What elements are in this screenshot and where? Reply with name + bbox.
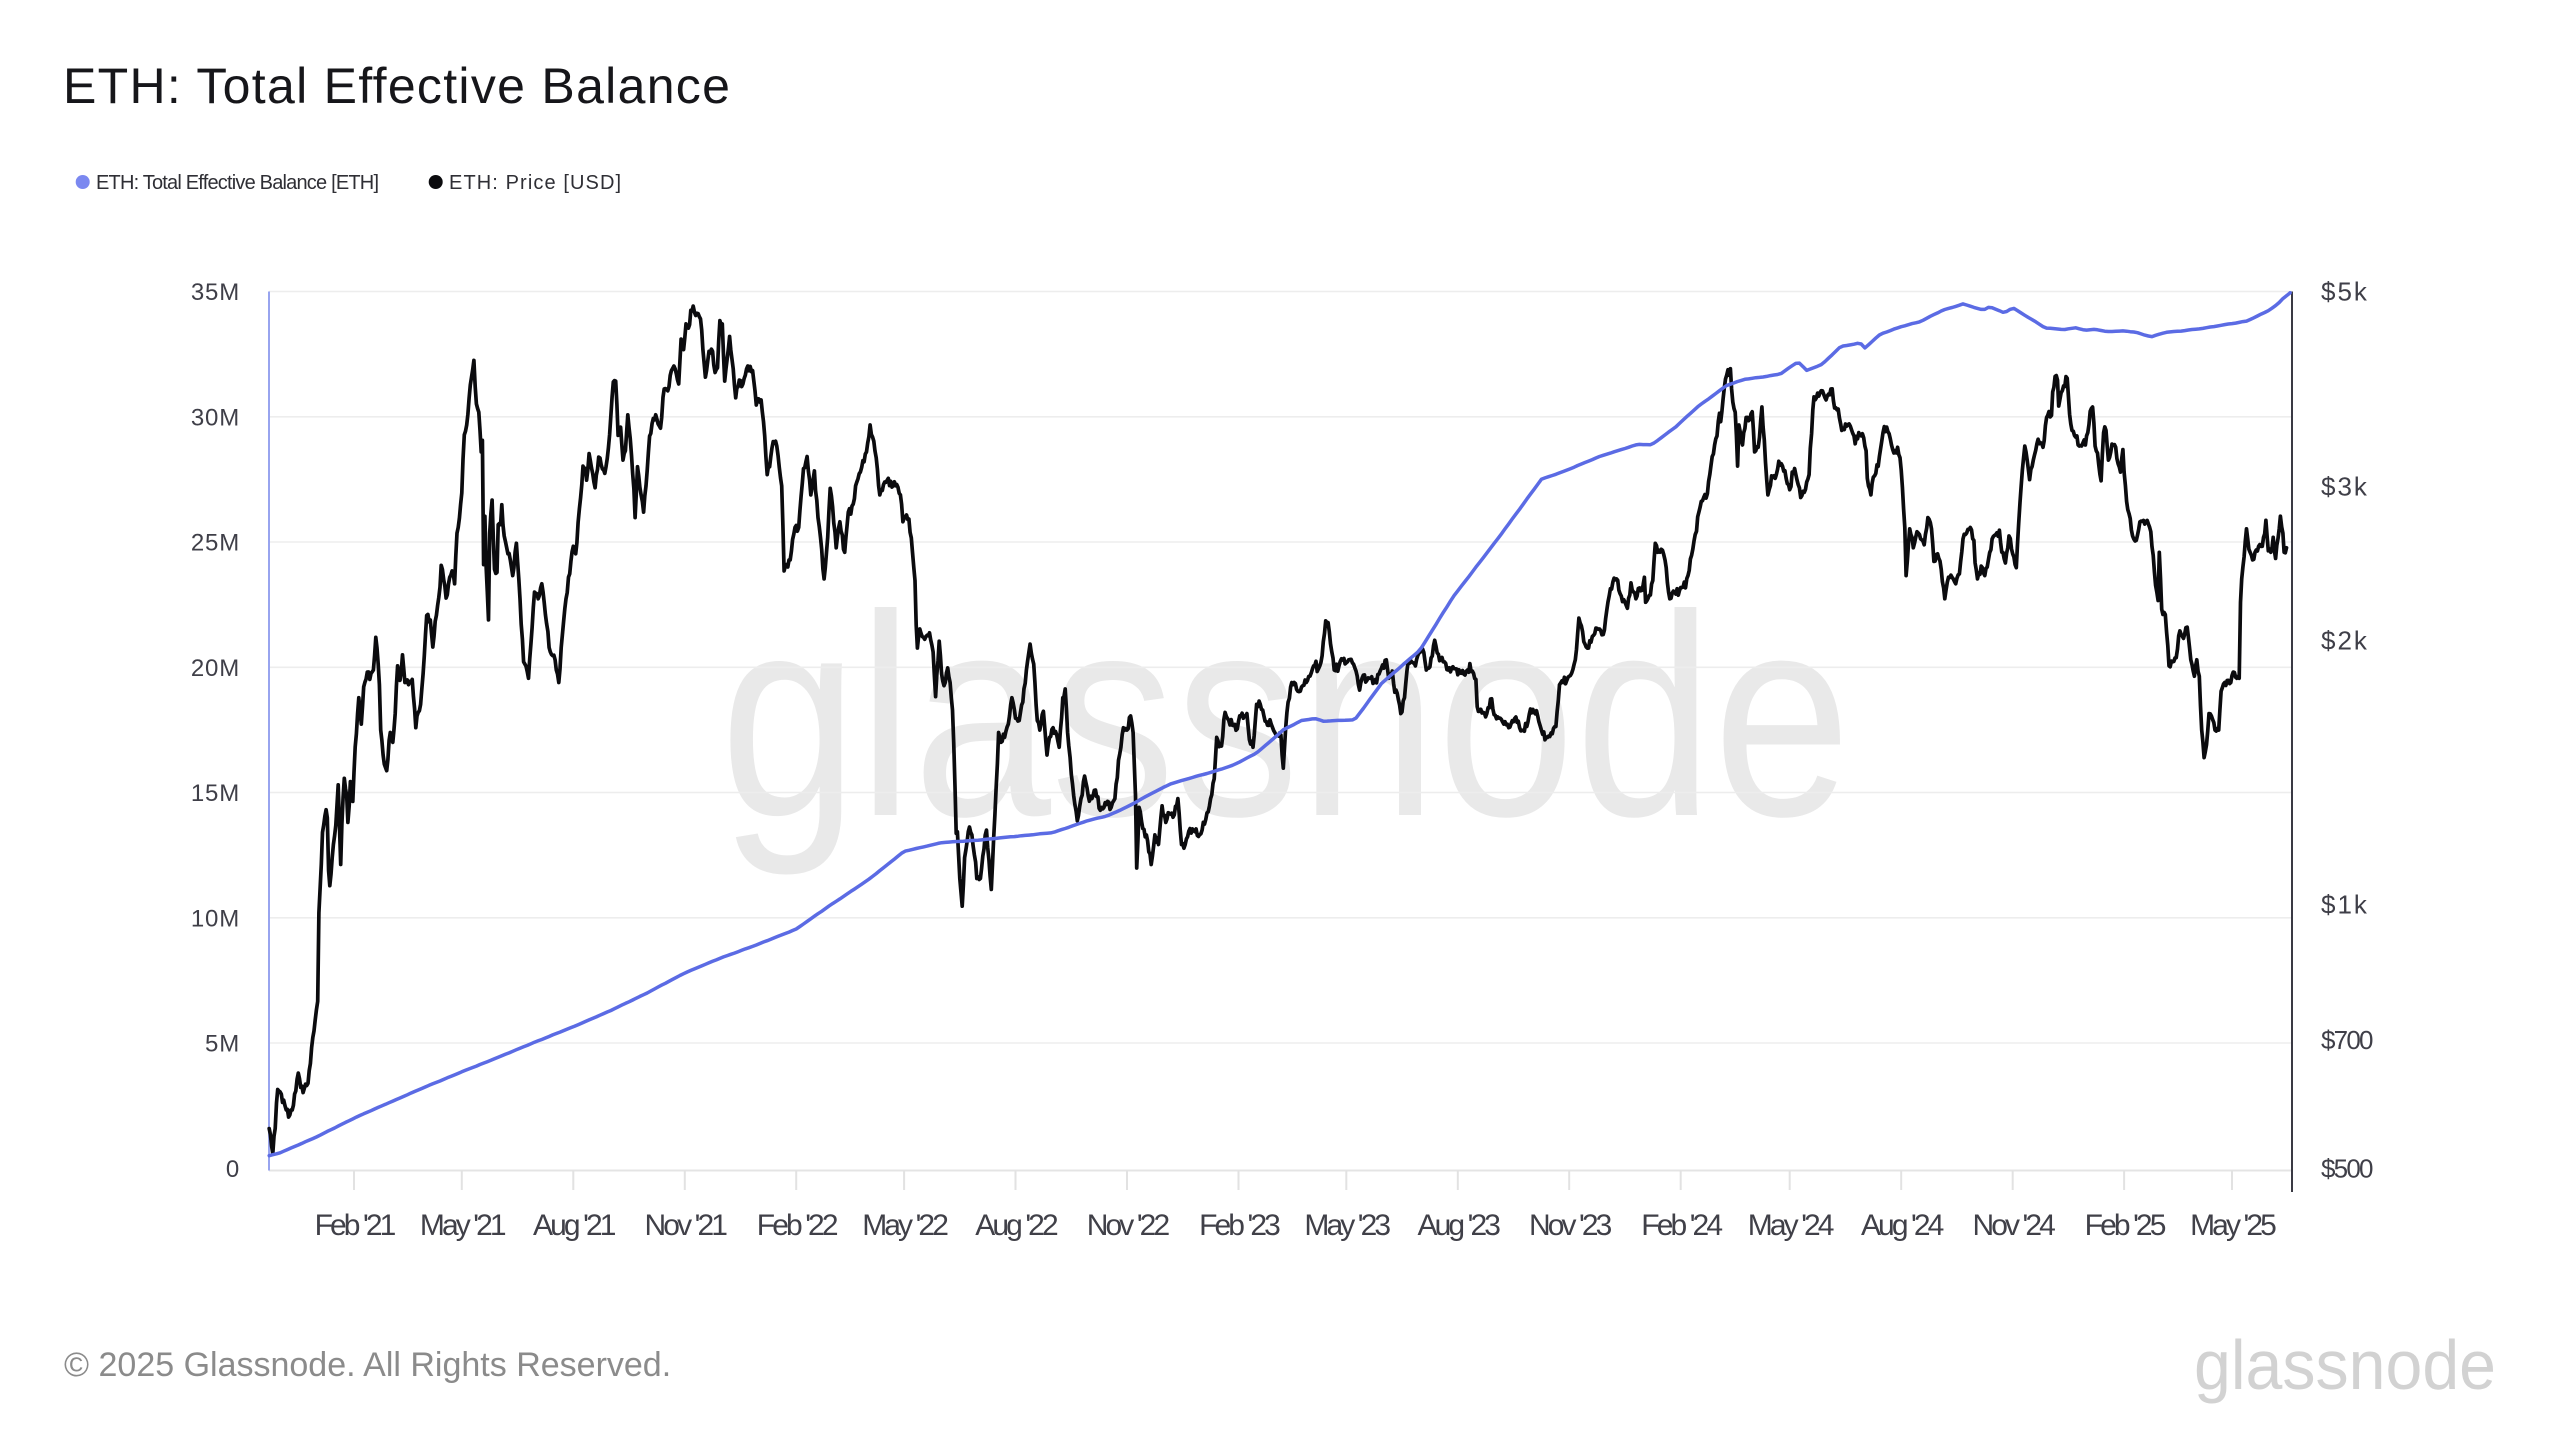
- svg-text:15M: 15M: [191, 780, 240, 807]
- svg-text:Feb '21: Feb '21: [315, 1209, 396, 1242]
- svg-text:ETH: Price [USD]: ETH: Price [USD]: [449, 172, 622, 194]
- svg-text:$700: $700: [2321, 1025, 2373, 1055]
- svg-text:May '25: May '25: [2190, 1209, 2276, 1242]
- svg-text:May '21: May '21: [420, 1209, 506, 1242]
- svg-text:$500: $500: [2321, 1153, 2373, 1183]
- svg-text:Nov '22: Nov '22: [1087, 1209, 1170, 1242]
- svg-text:Nov '24: Nov '24: [1972, 1209, 2055, 1242]
- svg-text:20M: 20M: [191, 655, 240, 682]
- svg-text:Nov '23: Nov '23: [1529, 1209, 1612, 1242]
- svg-text:Aug '22: Aug '22: [975, 1209, 1058, 1242]
- svg-text:25M: 25M: [191, 530, 240, 557]
- svg-text:0: 0: [226, 1156, 240, 1183]
- svg-text:May '24: May '24: [1748, 1209, 1834, 1242]
- svg-text:10M: 10M: [191, 905, 240, 932]
- svg-text:35M: 35M: [191, 279, 240, 306]
- svg-text:May '22: May '22: [862, 1209, 948, 1242]
- svg-text:ETH: Total Effective Balance: ETH: Total Effective Balance: [63, 58, 731, 114]
- svg-text:Aug '21: Aug '21: [533, 1209, 616, 1242]
- svg-text:Feb '22: Feb '22: [757, 1209, 838, 1242]
- svg-text:May '23: May '23: [1304, 1209, 1390, 1242]
- svg-text:Nov '21: Nov '21: [645, 1209, 728, 1242]
- svg-text:Feb '23: Feb '23: [1199, 1209, 1280, 1242]
- svg-text:30M: 30M: [191, 404, 240, 431]
- svg-text:Feb '25: Feb '25: [2085, 1209, 2166, 1242]
- svg-text:$1k: $1k: [2321, 889, 2369, 919]
- svg-text:ETH: Total Effective Balance [: ETH: Total Effective Balance [ETH]: [96, 172, 378, 194]
- svg-text:Aug '23: Aug '23: [1418, 1209, 1501, 1242]
- svg-text:glassnode: glassnode: [2194, 1326, 2496, 1404]
- svg-text:Feb '24: Feb '24: [1641, 1209, 1722, 1242]
- svg-text:$3k: $3k: [2321, 471, 2369, 501]
- svg-text:$5k: $5k: [2321, 277, 2369, 307]
- svg-text:© 2025 Glassnode. All Rights R: © 2025 Glassnode. All Rights Reserved.: [64, 1346, 671, 1384]
- svg-text:5M: 5M: [205, 1031, 240, 1058]
- svg-text:$2k: $2k: [2321, 625, 2369, 655]
- svg-text:Aug '24: Aug '24: [1861, 1209, 1944, 1242]
